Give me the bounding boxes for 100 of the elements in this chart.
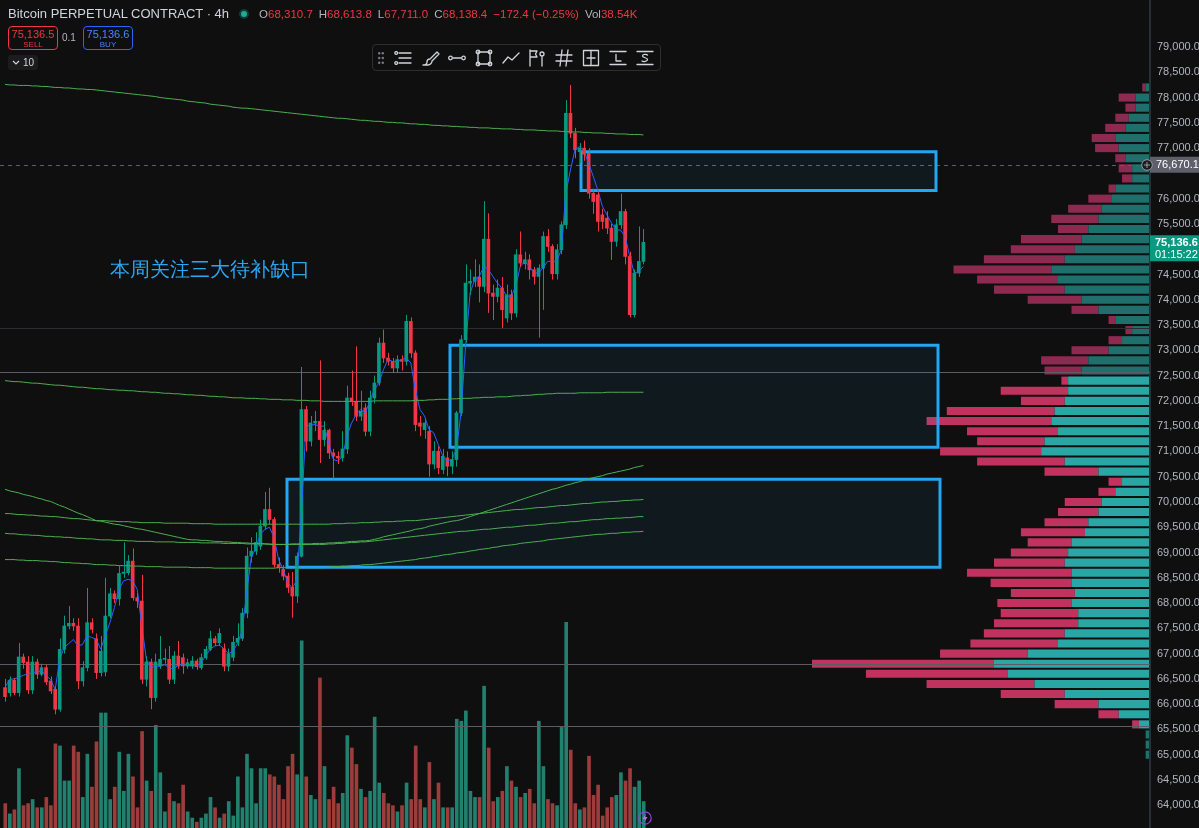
bar <box>1000 690 1065 699</box>
y-tick-label: 68,000.0 <box>1157 596 1199 609</box>
bar <box>181 784 185 828</box>
bar <box>1122 477 1149 486</box>
bar <box>1061 376 1069 385</box>
bar <box>482 685 486 828</box>
annotation: −172.4 (−0.25%) <box>493 7 579 22</box>
bar <box>1115 154 1126 163</box>
annotation: 75,136.6 <box>86 27 130 40</box>
bar <box>454 718 459 828</box>
bar <box>1098 467 1149 476</box>
annotation: 10 <box>23 57 35 68</box>
bar <box>98 712 103 828</box>
bar <box>1064 558 1149 567</box>
y-tick-label: 72,000.0 <box>1157 393 1199 406</box>
y-tick-label: 67,500.0 <box>1157 621 1199 634</box>
bar <box>222 813 226 828</box>
bar <box>1068 386 1149 395</box>
bar <box>1000 609 1079 618</box>
bar <box>993 619 1079 628</box>
bar <box>1145 730 1149 739</box>
bar <box>513 786 518 828</box>
bar <box>1044 437 1149 446</box>
bar <box>1054 700 1099 709</box>
bar <box>1101 497 1149 506</box>
bar <box>545 799 550 828</box>
bar <box>317 677 322 828</box>
y-tick-label: 66,500.0 <box>1157 671 1199 684</box>
bar <box>1122 336 1149 345</box>
bar <box>495 797 500 828</box>
bar <box>345 735 349 828</box>
bar <box>536 720 541 828</box>
bar <box>16 768 21 828</box>
bar <box>304 776 308 828</box>
bar <box>1064 457 1149 466</box>
y-tick-label: 74,500.0 <box>1157 267 1199 280</box>
bar <box>1091 133 1116 143</box>
bar <box>112 786 117 828</box>
y-tick-label: 77,500.0 <box>1157 115 1199 128</box>
bar <box>1078 609 1149 618</box>
y-tick-label: 64,500.0 <box>1157 773 1199 786</box>
annotation: 75,136.5 <box>11 27 55 40</box>
bar <box>1098 700 1149 709</box>
bar <box>413 745 418 828</box>
bar <box>1044 467 1099 476</box>
bar <box>185 811 190 828</box>
bar <box>1007 669 1149 678</box>
bar <box>1071 599 1149 608</box>
bar <box>1135 93 1149 102</box>
bar <box>1068 548 1149 557</box>
bar <box>1027 649 1149 658</box>
bar <box>1020 528 1085 537</box>
bar <box>1115 113 1129 122</box>
bar <box>1064 396 1149 405</box>
y-tick-label: 78,500.0 <box>1157 65 1199 78</box>
annotation: BUY <box>99 39 117 49</box>
bar <box>970 639 1059 648</box>
y-tick-label: 71,000.0 <box>1157 444 1199 457</box>
bar <box>1098 487 1116 496</box>
bar <box>609 797 614 828</box>
bar <box>946 406 1055 416</box>
bar <box>997 599 1072 608</box>
bar <box>1128 113 1149 122</box>
bar <box>349 747 354 828</box>
bar <box>1115 184 1149 193</box>
bar <box>993 285 1065 294</box>
bar <box>1058 639 1149 648</box>
bar <box>7 813 12 828</box>
y-tick-label: 65,000.0 <box>1157 747 1199 760</box>
bar <box>1058 275 1149 284</box>
bar <box>618 772 623 828</box>
bar <box>1111 194 1149 203</box>
bar <box>1020 396 1065 405</box>
annotation: L67,711.0 <box>377 7 429 22</box>
bar <box>1058 427 1149 436</box>
bar <box>25 803 30 828</box>
bar <box>226 801 231 828</box>
bar <box>1044 518 1089 527</box>
y-tick-label: 72,500.0 <box>1157 368 1199 381</box>
bar <box>1010 245 1075 254</box>
bar <box>1064 285 1149 294</box>
y-tick-label: 68,500.0 <box>1157 570 1199 583</box>
y-tick-label: 70,500.0 <box>1157 469 1199 482</box>
bar <box>1071 305 1099 314</box>
annotation: SELL <box>23 39 43 49</box>
bar <box>1081 295 1149 304</box>
bar <box>504 766 509 828</box>
bar <box>1010 548 1069 557</box>
bar <box>1125 154 1149 163</box>
bar <box>244 753 249 828</box>
bar <box>1095 144 1119 153</box>
bar <box>39 807 44 828</box>
bar <box>527 788 532 828</box>
bar <box>1058 224 1089 234</box>
bar <box>926 417 1052 426</box>
bar <box>1064 629 1149 638</box>
bar <box>390 805 395 828</box>
y-tick-label: 75,500.0 <box>1157 216 1199 229</box>
bar <box>399 805 404 828</box>
y-tick-label: 65,500.0 <box>1157 722 1199 735</box>
